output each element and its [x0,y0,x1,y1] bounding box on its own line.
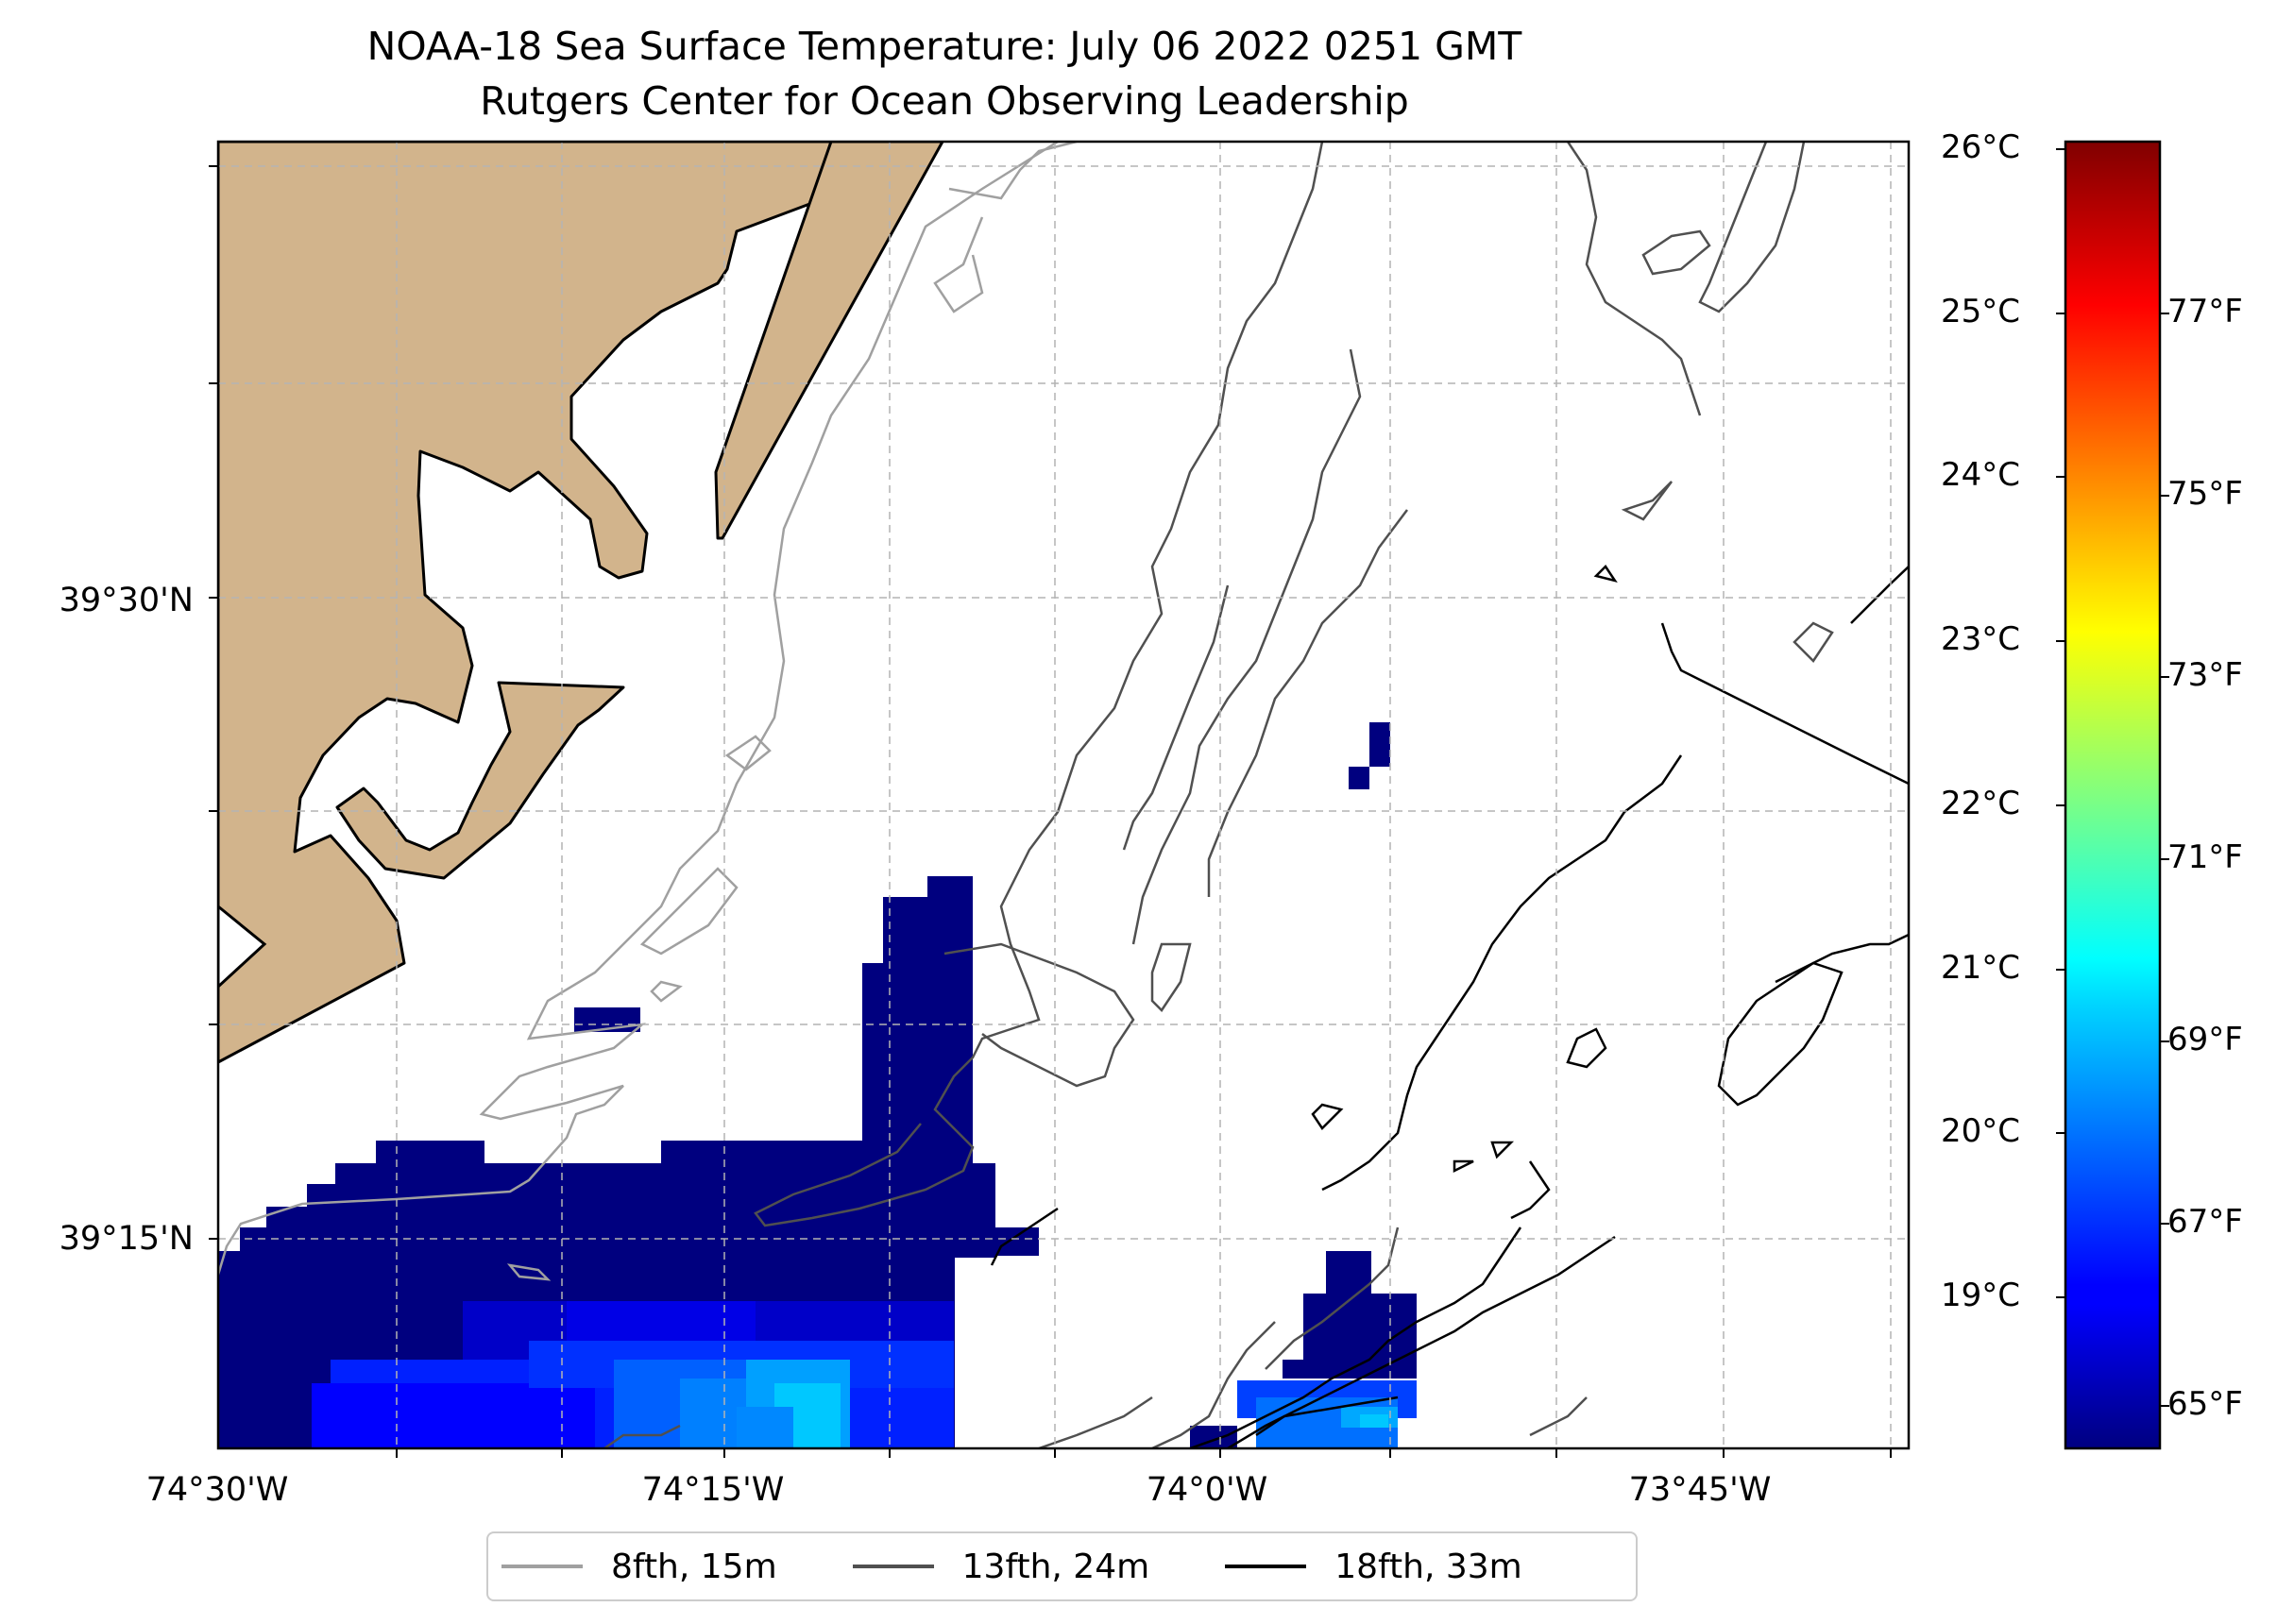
colorbar-celsius-label: 21°C [1941,949,2021,987]
map-ticks [209,165,1892,1458]
legend-item-8fth: 8fth, 15m [501,1548,777,1586]
land [218,142,944,1064]
colorbar-fahrenheit-label: 73°F [2167,656,2243,694]
colorbar-fahrenheit-label: 65°F [2167,1385,2243,1423]
contour-13fth [603,142,1834,1448]
sst-blue-pixels [312,1301,1417,1448]
lon-label-74-15: 74°15'W [641,1471,785,1509]
lon-label-74-30: 74°30'W [145,1471,289,1509]
colorbar [2064,140,2162,1450]
colorbar-celsius-label: 22°C [1941,785,2021,822]
colorbar-fahrenheit-label: 77°F [2167,293,2243,330]
colorbar-celsius-label: 19°C [1941,1277,2021,1314]
legend-label-8fth: 8fth, 15m [611,1547,777,1586]
colorbar-fahrenheit-label: 71°F [2167,838,2243,876]
legend-line-13fth [852,1565,934,1568]
colorbar-fahrenheit-label: 75°F [2167,475,2243,513]
contour-18fth [990,565,1909,1448]
legend-line-8fth [501,1565,583,1568]
lon-label-74-0: 74°0'W [1146,1471,1268,1509]
legend: 8fth, 15m 13fth, 24m 18fth, 33m [486,1531,1638,1601]
legend-line-18fth [1225,1565,1307,1568]
map-frame [216,140,1911,1450]
chart-subtitle: Rutgers Center for Ocean Observing Leade… [480,78,1409,124]
colorbar-ticks [2056,148,2169,1407]
lon-label-73-45: 73°45'W [1628,1471,1772,1509]
legend-label-18fth: 18fth, 33m [1334,1547,1522,1586]
chart-title: NOAA-18 Sea Surface Temperature: July 06… [366,24,1522,69]
legend-label-13fth: 13fth, 24m [961,1547,1150,1586]
legend-item-18fth: 18fth, 33m [1225,1548,1522,1586]
colorbar-fahrenheit-label: 67°F [2167,1203,2243,1241]
legend-item-13fth: 13fth, 24m [852,1547,1150,1586]
lat-label-39-30: 39°30'N [59,582,194,619]
gridlines [218,142,1909,1448]
lat-label-39-15: 39°15'N [59,1220,194,1258]
colorbar-celsius-label: 24°C [1941,456,2021,494]
colorbar-fahrenheit-label: 69°F [2167,1021,2243,1058]
map-area [218,142,1909,1448]
colorbar-celsius-label: 26°C [1941,128,2021,166]
colorbar-celsius-label: 20°C [1941,1112,2021,1150]
colorbar-celsius-label: 25°C [1941,293,2021,330]
contour-8fth [218,142,1078,1281]
colorbar-celsius-label: 23°C [1941,620,2021,658]
